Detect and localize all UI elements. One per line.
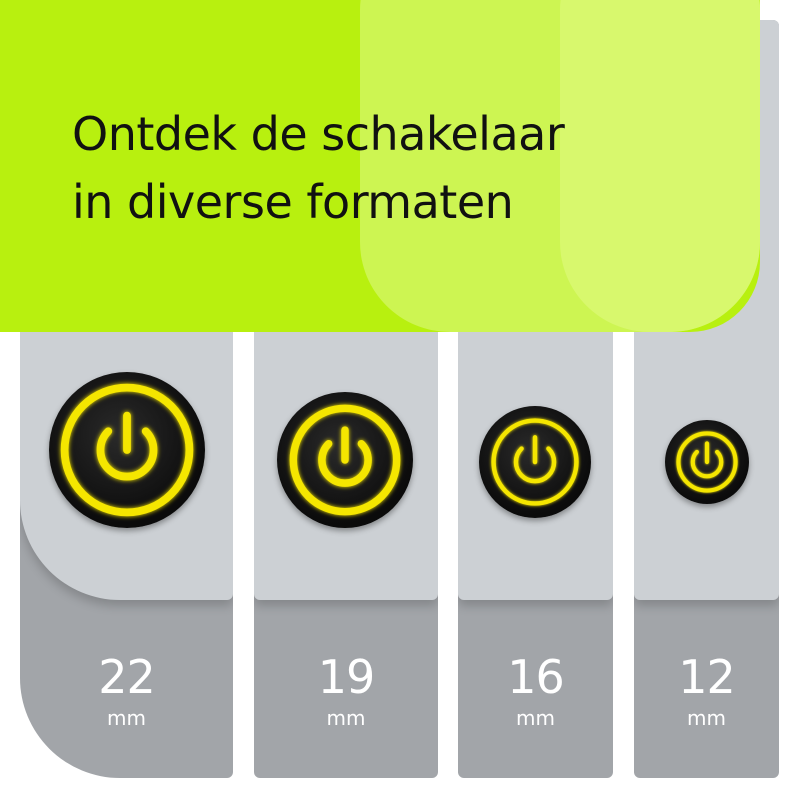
- power-arc: [96, 427, 158, 481]
- size-unit: mm: [107, 706, 146, 730]
- size-panel-19: 19 mm: [254, 300, 438, 778]
- headline-banner: Ontdek de schakelaar in diverse formaten: [0, 0, 760, 332]
- banner-shape: [560, 0, 760, 332]
- power-button-19mm: [277, 392, 413, 528]
- power-button-16mm: [479, 406, 591, 518]
- power-arc: [513, 446, 557, 484]
- size-unit: mm: [516, 706, 555, 730]
- size-unit: mm: [326, 706, 366, 730]
- power-button-22mm: [49, 372, 205, 528]
- glow-ring: [60, 383, 194, 517]
- power-arc: [318, 439, 372, 487]
- page-title: Ontdek de schakelaar in diverse formaten: [72, 100, 565, 236]
- power-arc: [690, 449, 724, 479]
- title-line-2: in diverse formaten: [72, 175, 514, 229]
- size-value: 16: [507, 650, 565, 704]
- size-unit: mm: [687, 706, 726, 730]
- size-value: 22: [98, 650, 156, 704]
- power-icon: [289, 404, 401, 516]
- power-icon: [60, 383, 194, 517]
- glow-ring: [289, 404, 401, 516]
- title-line-1: Ontdek de schakelaar: [72, 107, 565, 161]
- power-icon: [491, 418, 579, 506]
- size-value: 19: [317, 650, 376, 704]
- size-panel-16: 16 mm: [458, 300, 613, 778]
- glow-ring: [491, 418, 579, 506]
- power-button-12mm: [665, 420, 749, 504]
- size-value: 12: [678, 650, 736, 704]
- glow-ring: [676, 431, 738, 493]
- power-icon: [676, 431, 738, 493]
